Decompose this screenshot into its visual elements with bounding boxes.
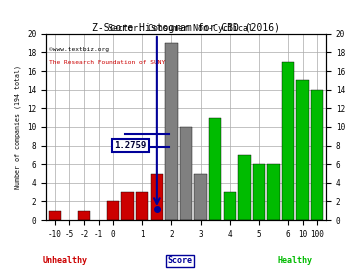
Bar <box>253 164 265 220</box>
Text: ©www.textbiz.org: ©www.textbiz.org <box>49 47 109 52</box>
Text: Healthy: Healthy <box>278 256 313 265</box>
Bar <box>151 174 163 220</box>
Text: Sector: Consumer Non-Cyclical: Sector: Consumer Non-Cyclical <box>108 24 252 33</box>
Y-axis label: Number of companies (194 total): Number of companies (194 total) <box>15 65 22 189</box>
Bar <box>311 90 324 220</box>
Bar <box>297 80 309 220</box>
Text: 1.2759: 1.2759 <box>114 141 147 150</box>
Bar <box>180 127 192 220</box>
Bar <box>194 174 207 220</box>
Bar <box>136 192 148 220</box>
Bar <box>49 211 61 220</box>
Bar <box>238 155 251 220</box>
Text: Unhealthy: Unhealthy <box>42 256 87 265</box>
Bar <box>209 118 221 220</box>
Bar <box>282 62 294 220</box>
Text: The Research Foundation of SUNY: The Research Foundation of SUNY <box>49 60 165 65</box>
Bar <box>121 192 134 220</box>
Text: Score: Score <box>167 256 193 265</box>
Bar <box>107 201 119 220</box>
Bar <box>224 192 236 220</box>
Title: Z-Score Histogram for CBD (2016): Z-Score Histogram for CBD (2016) <box>92 23 280 33</box>
Bar <box>165 43 177 220</box>
Bar <box>267 164 280 220</box>
Bar <box>78 211 90 220</box>
